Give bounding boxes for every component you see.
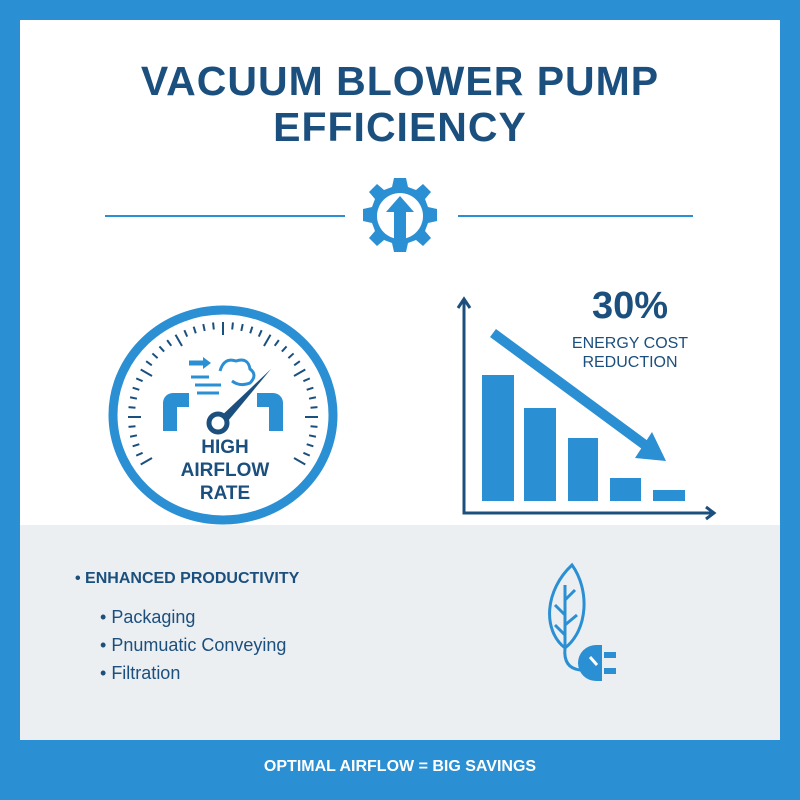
declining-bar-chart-icon [456, 296, 717, 521]
benefit-heading: • ENHANCED PRODUCTIVITY [75, 570, 300, 587]
gauge-tick [183, 329, 189, 338]
divider-left [105, 215, 345, 217]
gauge-tick [132, 386, 140, 391]
list-item: • Filtration [100, 663, 181, 683]
gauge-tick [145, 360, 153, 367]
gauge-tick [306, 443, 314, 448]
gauge-tick [249, 326, 254, 334]
gauge-tick [306, 386, 314, 391]
gauge-tick [128, 425, 136, 428]
gauge-label-line: HIGH [201, 437, 249, 458]
gauge-tick [302, 451, 311, 457]
list-item: • Pnumuatic Conveying [100, 635, 287, 655]
gauge-tick [310, 406, 318, 409]
gauge-tick [192, 326, 197, 334]
leaf-plug-icon [548, 562, 616, 681]
gauge-label-line: RATE [199, 483, 251, 504]
savings-label-line: REDUCTION [582, 354, 678, 371]
gauge-tick [287, 352, 295, 359]
gauge-tick [129, 434, 138, 438]
title-line-1: VACUUM BLOWER PUMP [140, 58, 660, 104]
gear-arrow-icon [363, 178, 437, 252]
savings-label: ENERGY COST REDUCTION [555, 334, 705, 372]
gauge-tick [293, 360, 301, 367]
gauge-label-line: AIRFLOW [180, 460, 270, 481]
list-item: • Packaging [100, 607, 196, 627]
gauge-tick [151, 352, 159, 359]
gauge-tick [308, 396, 317, 400]
gauge-tick [293, 368, 306, 377]
gauge-tick [293, 457, 306, 466]
gauge-tick [231, 322, 234, 330]
gauge-tick [263, 334, 272, 347]
gauge-tick [140, 457, 153, 466]
gauge-tick [212, 322, 215, 330]
gauge-tick [310, 425, 318, 428]
list-item-text: Pnumuatic Conveying [111, 635, 287, 655]
benefits-panel [20, 525, 780, 740]
gauge-tick [135, 377, 144, 383]
benefit-heading-text: ENHANCED PRODUCTIVITY [85, 570, 300, 587]
gauge-tick [132, 443, 140, 448]
gauge-tick [129, 396, 138, 400]
gauge-tick [202, 323, 206, 332]
footer-tagline: OPTIMAL AIRFLOW = BIG SAVINGS [263, 758, 537, 775]
gauge-tick [128, 406, 136, 409]
gauge-tick [140, 368, 153, 377]
page-title: VACUUM BLOWER PUMP EFFICIENCY [20, 58, 780, 150]
gauge-tick [135, 451, 144, 457]
gauge-tick [240, 323, 244, 332]
savings-percent: 30% [591, 285, 669, 327]
title-line-2: EFFICIENCY [273, 104, 527, 150]
gauge-label: HIGH AIRFLOW RATE [140, 436, 310, 505]
gauge-tick [302, 377, 311, 383]
gauge-tick [281, 345, 288, 353]
list-item-text: Filtration [111, 663, 181, 683]
list-item-text: Packaging [111, 607, 196, 627]
gauge-tick [257, 329, 263, 338]
divider-right [458, 215, 693, 217]
airflow-gauge-icon [108, 305, 338, 525]
savings-label-line: ENERGY COST [571, 335, 689, 352]
gauge-tick [174, 334, 183, 347]
gauge-tick [273, 339, 280, 347]
gauge-tick [166, 339, 173, 347]
gauge-tick [308, 434, 317, 438]
gauge-tick [158, 345, 165, 353]
